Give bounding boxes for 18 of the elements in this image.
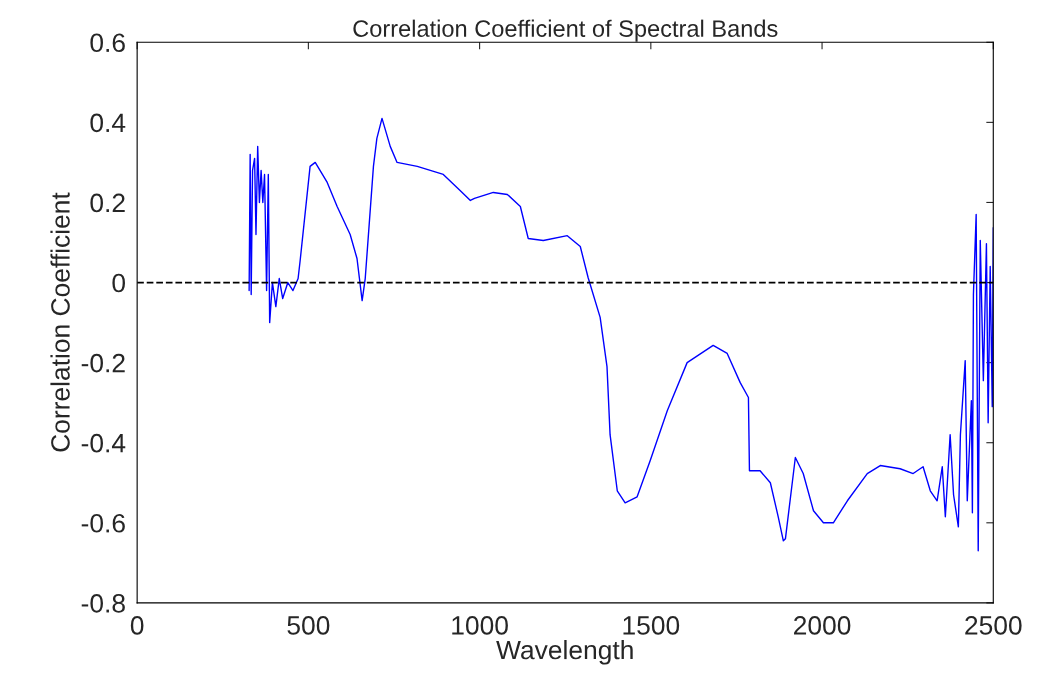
x-tick-label: 2000 — [794, 616, 851, 635]
x-axis-title: Wavelength — [496, 639, 633, 665]
y-tick-label: -0.8 — [81, 594, 125, 613]
x-tick-label: 2500 — [965, 616, 1022, 635]
y-tick-label: -0.2 — [81, 353, 125, 373]
x-tick-label: 1000 — [452, 616, 508, 635]
y-tick-label: 0.4 — [90, 113, 126, 133]
y-axis-title: Correlation Coefficient — [50, 192, 70, 452]
y-tick-label: 0 — [112, 273, 126, 293]
y-tick-label: 0.6 — [90, 33, 125, 53]
line-series — [248, 117, 994, 552]
y-tick-label: 0.2 — [90, 193, 125, 213]
y-tick-label: -0.4 — [81, 433, 126, 453]
x-tick-label: 0 — [130, 616, 144, 635]
chart-title: Correlation Coefficient of Spectral Bands — [353, 19, 778, 42]
x-tick-label: 1500 — [623, 616, 680, 635]
x-tick-label: 500 — [287, 616, 330, 635]
y-tick-label: -0.6 — [81, 513, 125, 533]
